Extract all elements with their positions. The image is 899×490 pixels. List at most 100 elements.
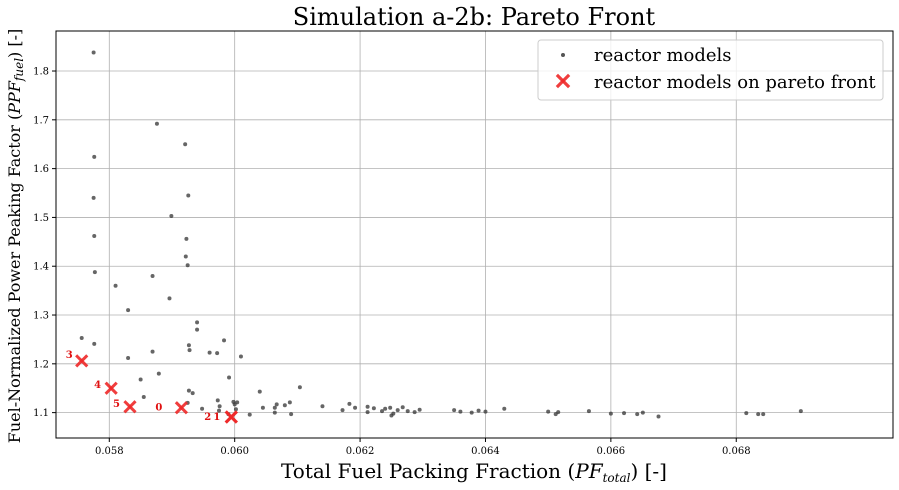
reactor-model-point bbox=[586, 409, 591, 414]
reactor-model-point bbox=[282, 403, 287, 408]
reactor-model-point bbox=[798, 409, 803, 414]
reactor-model-point bbox=[183, 254, 188, 259]
legend-frame bbox=[537, 39, 884, 101]
x-tick-label: 0.064 bbox=[471, 446, 500, 457]
reactor-model-point bbox=[92, 341, 97, 346]
y-tick-label: 1.4 bbox=[33, 262, 49, 273]
reactor-model-point bbox=[389, 413, 394, 418]
reactor-model-point bbox=[195, 320, 200, 325]
reactor-model-point bbox=[546, 409, 551, 414]
reactor-model-point bbox=[353, 405, 358, 410]
reactor-model-point bbox=[215, 398, 220, 403]
reactor-model-point bbox=[380, 409, 385, 414]
y-label-suffix: ) [-] bbox=[5, 29, 24, 58]
y-tick-label: 1.8 bbox=[33, 67, 49, 78]
y-label-subscript: fuel bbox=[12, 58, 26, 82]
reactor-model-point bbox=[233, 407, 238, 412]
pareto-point bbox=[104, 381, 118, 395]
legend-dot-marker bbox=[561, 53, 565, 57]
reactor-model-point bbox=[138, 377, 143, 382]
plot-frame bbox=[55, 30, 894, 439]
y-tick-label: 1.5 bbox=[33, 213, 49, 224]
axes: 0.058 0.060 0.062 0.064 0.066 0.068 1.1 1.2 1.3 1… bbox=[33, 30, 894, 457]
reactor-model-point bbox=[235, 400, 240, 405]
x-tick-label: 0.060 bbox=[220, 446, 249, 457]
y-tick-label: 1.6 bbox=[33, 164, 49, 175]
reactor-model-point bbox=[126, 355, 131, 360]
x-label-suffix: ) [-] bbox=[630, 459, 667, 483]
reactor-model-point bbox=[476, 408, 481, 413]
pareto-x-stroke bbox=[224, 410, 238, 424]
reactor-model-point bbox=[458, 409, 463, 414]
pareto-x-stroke bbox=[75, 354, 89, 368]
x-label-subscript: total bbox=[603, 471, 631, 485]
y-axis-label: Fuel-Normalized Power Peaking Factor (PP… bbox=[5, 29, 26, 444]
reactor-model-point bbox=[365, 410, 370, 415]
reactor-model-point bbox=[185, 263, 190, 268]
reactor-model-point bbox=[347, 401, 352, 406]
reactor-model-point bbox=[483, 409, 488, 414]
reactor-model-point bbox=[640, 410, 645, 415]
pareto-point bbox=[174, 401, 189, 415]
x-label-symbol: PF bbox=[574, 459, 603, 483]
reactor-model-point bbox=[154, 121, 159, 126]
reactor-model-point bbox=[289, 412, 294, 417]
y-tick-label: 1.3 bbox=[33, 311, 49, 322]
reactor-model-point bbox=[91, 50, 96, 55]
reactor-model-point bbox=[744, 411, 749, 416]
reactor-model-point bbox=[222, 338, 227, 343]
pareto-points: 12 0 5 4 3 bbox=[66, 350, 238, 424]
y-label-prefix: Fuel-Normalized Power Peaking Factor ( bbox=[5, 114, 24, 444]
reactor-model-point bbox=[756, 412, 761, 417]
reactor-model-point bbox=[92, 233, 97, 238]
x-tick-label: 0.068 bbox=[722, 446, 751, 457]
reactor-model-point bbox=[141, 395, 146, 400]
pareto-point bbox=[123, 400, 137, 414]
reactor-model-point bbox=[200, 406, 205, 411]
reactor-model-point bbox=[150, 273, 155, 278]
reactor-model-point bbox=[656, 414, 661, 419]
reactor-model-point bbox=[217, 404, 222, 409]
reactor-model-point bbox=[469, 410, 474, 415]
pareto-point-label: 3 bbox=[66, 350, 73, 361]
reactor-model-point bbox=[113, 283, 118, 288]
reactor-model-point bbox=[400, 405, 405, 410]
reactor-model-point bbox=[257, 389, 262, 394]
pareto-point-label: 1 bbox=[213, 412, 220, 423]
x-tick-label: 0.066 bbox=[597, 446, 626, 457]
data-points bbox=[79, 50, 803, 419]
pareto-x-stroke bbox=[123, 400, 137, 414]
y-tick-label: 1.2 bbox=[33, 359, 49, 370]
reactor-model-point bbox=[452, 408, 457, 413]
reactor-model-point bbox=[187, 348, 192, 353]
pareto-point bbox=[75, 354, 89, 368]
reactor-model-point bbox=[417, 407, 422, 412]
legend-entry-reactor-models: reactor models bbox=[594, 45, 732, 66]
pareto-point-label: 0 bbox=[155, 403, 162, 414]
reactor-model-point bbox=[365, 404, 370, 409]
reactor-model-point bbox=[169, 213, 174, 218]
x-tick-label: 0.062 bbox=[346, 446, 375, 457]
reactor-model-point bbox=[126, 308, 131, 313]
x-axis-label: Total Fuel Packing Fraction (PFtotal) [-… bbox=[281, 459, 667, 485]
reactor-model-point bbox=[371, 406, 376, 411]
reactor-model-point bbox=[156, 371, 161, 376]
reactor-model-point bbox=[761, 412, 766, 417]
reactor-model-point bbox=[287, 400, 292, 405]
pareto-x-stroke bbox=[174, 401, 189, 415]
reactor-model-point bbox=[150, 349, 155, 354]
reactor-model-point bbox=[227, 375, 232, 380]
reactor-model-point bbox=[247, 412, 252, 417]
legend-entry-pareto-front: reactor models on pareto front bbox=[594, 72, 876, 93]
y-tick-label: 1.1 bbox=[33, 408, 49, 419]
reactor-model-point bbox=[186, 343, 191, 348]
reactor-model-point bbox=[608, 411, 613, 416]
reactor-model-point bbox=[184, 236, 189, 241]
reactor-model-point bbox=[195, 327, 200, 332]
reactor-model-point bbox=[297, 385, 302, 390]
reactor-model-point bbox=[91, 195, 96, 200]
pareto-x-stroke bbox=[104, 381, 118, 395]
chart-title: Simulation a-2b: Pareto Front bbox=[293, 3, 656, 31]
pareto-point bbox=[224, 410, 238, 424]
